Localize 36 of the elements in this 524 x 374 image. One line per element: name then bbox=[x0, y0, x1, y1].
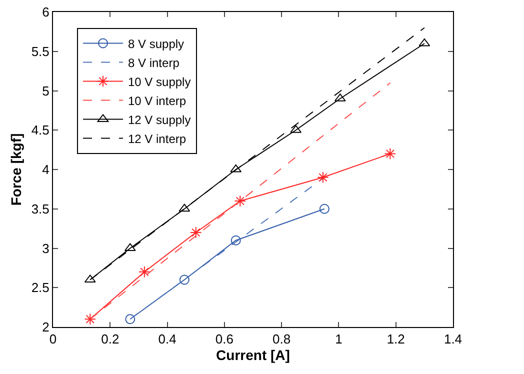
point bbox=[230, 235, 241, 246]
y-tick-label: 5 bbox=[42, 83, 50, 98]
legend-label: 10 V interp bbox=[128, 94, 186, 108]
x-tick-label: 0.8 bbox=[272, 332, 291, 347]
y-tick-label: 2 bbox=[42, 320, 50, 335]
point bbox=[384, 148, 396, 160]
point bbox=[190, 226, 202, 238]
x-tick-label: 0.4 bbox=[158, 332, 176, 347]
x-tick-label: 1.2 bbox=[386, 332, 405, 347]
x-tick-label: 1.4 bbox=[444, 332, 462, 347]
legend-label: 8 V interp bbox=[128, 56, 180, 70]
point bbox=[317, 171, 329, 184]
point bbox=[178, 204, 190, 212]
x-axis-title: Current [A] bbox=[216, 346, 290, 363]
legend-label: 12 V supply bbox=[128, 112, 191, 127]
y-tick-label: 5.5 bbox=[31, 44, 50, 59]
x-tick-label: 0.6 bbox=[215, 332, 234, 347]
y-tick-label: 4.5 bbox=[31, 122, 50, 138]
x-tick-label: 1 bbox=[335, 332, 342, 347]
y-tick-label: 3.5 bbox=[31, 201, 50, 216]
x-tick-label: 0 bbox=[49, 332, 57, 347]
x-tick-label: 0.2 bbox=[101, 332, 120, 347]
legend-label: 10 V supply bbox=[128, 74, 191, 89]
y-tick-label: 4 bbox=[42, 162, 50, 178]
point bbox=[138, 266, 150, 278]
point bbox=[84, 313, 96, 326]
legend-label: 8 V supply bbox=[128, 36, 184, 51]
point bbox=[125, 314, 136, 324]
point bbox=[179, 274, 190, 285]
legend-label: 12 V interp bbox=[128, 132, 186, 146]
point bbox=[234, 195, 246, 207]
y-tick-label: 3 bbox=[42, 240, 50, 256]
point bbox=[319, 204, 330, 214]
y-axis-title: Force [kgf] bbox=[8, 133, 24, 206]
y-tick-label: 2.5 bbox=[31, 280, 50, 296]
y-tick-label: 6 bbox=[42, 4, 50, 20]
